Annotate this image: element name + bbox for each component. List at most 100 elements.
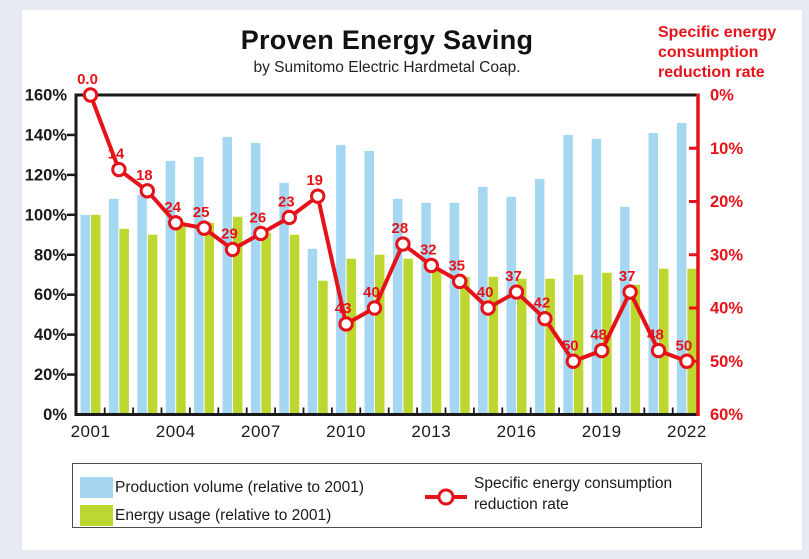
reduction-rate-value-label: 25: [193, 204, 210, 221]
energy-bar-2015: [488, 276, 499, 415]
chart-card: Proven Energy Saving by Sumitomo Electri…: [22, 10, 802, 550]
production-bar-2005: [194, 156, 204, 415]
energy-bar-2020: [630, 284, 641, 415]
reduction-rate-marker-2002: [111, 161, 127, 178]
reduction-rate-line: [88, 93, 689, 364]
reduction-rate-value-label: 40: [363, 284, 380, 301]
energy-bar-2009: [318, 280, 328, 415]
left-axis-label: 60%: [34, 286, 67, 304]
energy-bar-2018: [573, 274, 584, 415]
production-bar-2006: [222, 136, 232, 415]
production-bar-2019: [591, 138, 602, 415]
right-axis-title-line-1: Specific energy: [658, 24, 777, 41]
reduction-rate-marker-2010: [338, 316, 354, 332]
production-bar-2008: [279, 182, 289, 415]
reduction-rate-value-label: 32: [420, 241, 437, 258]
right-axis-title: Specific energy consumption reduction ra…: [658, 23, 808, 83]
energy-bar-2017: [545, 278, 555, 415]
energy-bar-2014: [460, 276, 470, 415]
right-axis-title-line-2: consumption: [658, 44, 759, 61]
x-axis-year-label: 2010: [326, 422, 366, 441]
energy-bar-2003: [147, 234, 158, 415]
production-bar-2001: [80, 214, 90, 415]
reduction-rate-marker-2018: [565, 353, 581, 369]
energy-bar-2013: [431, 268, 442, 415]
reduction-rate-marker-2006: [224, 241, 241, 258]
energy-saving-chart: 0% 20% 40% 60% 80% 100% 120% 140% 160% 0% 10% 20% 30…: [25, 71, 744, 441]
reduction-rate-value-label: 48: [647, 327, 664, 344]
reduction-rate-value-label: 40: [477, 284, 494, 301]
x-axis-year-label: 2007: [241, 422, 281, 441]
right-axis-title-line-3: reduction rate: [658, 64, 765, 81]
reduction-rate-value-label: 19: [306, 172, 323, 189]
legend-label-reduction-line-1: Specific energy consumption: [474, 475, 673, 492]
right-axis-label: 60%: [710, 406, 743, 424]
reduction-rate-marker-2020: [622, 284, 638, 300]
x-axis-year-label: 2001: [71, 422, 111, 441]
x-axis-year-label: 2013: [411, 422, 451, 441]
energy-swatch: [80, 505, 113, 526]
right-axis-label: 20%: [710, 193, 743, 211]
right-axis-label: 30%: [710, 246, 743, 264]
chart-subtitle: by Sumitomo Electric Hardmetal Coap.: [253, 59, 521, 76]
energy-bar-2008: [289, 234, 300, 415]
energy-bar-2001: [91, 214, 101, 415]
reduction-rate-marker-2008: [281, 209, 297, 226]
left-axis-label: 120%: [25, 166, 68, 184]
right-axis-label: 10%: [710, 140, 743, 158]
reduction-rate-value-label: 28: [392, 220, 409, 237]
reduction-rate-value-label: 37: [505, 268, 522, 285]
production-bar-2012: [392, 198, 403, 415]
reduction-rate-marker-2021: [650, 342, 667, 359]
left-axis-label: 160%: [25, 87, 68, 105]
x-axis-year-label: 2004: [156, 422, 196, 441]
reduction-rate-value-label: 29: [221, 225, 238, 242]
reduction-rate-value-label: 14: [108, 146, 125, 163]
reduction-rate-marker-2019: [594, 342, 610, 359]
production-bar-2016: [506, 196, 516, 415]
production-bar-2022: [676, 122, 687, 415]
reduction-rate-value-label: 42: [534, 295, 551, 312]
legend-label-energy: Energy usage (relative to 2001): [115, 507, 332, 524]
energy-bar-2016: [517, 278, 527, 415]
left-axis-label: 40%: [34, 326, 67, 344]
energy-bar-2002: [119, 228, 129, 415]
energy-bar-2021: [659, 268, 669, 415]
x-axis-year-label: 2019: [582, 422, 622, 441]
left-axis-label: 20%: [34, 366, 67, 384]
reduction-rate-marker-2007: [253, 225, 269, 242]
energy-bar-2011: [375, 254, 385, 415]
chart-title: Proven Energy Saving: [240, 25, 534, 55]
reduction-rate-marker-2015: [480, 300, 496, 316]
right-axis-label: 50%: [710, 353, 743, 371]
energy-bar-2010: [346, 258, 357, 415]
reduction-rate-marker-2013: [423, 257, 439, 274]
title-block: Proven Energy Saving by Sumitomo Electri…: [22, 25, 752, 77]
production-bar-2007: [250, 142, 261, 415]
x-axis-year-label: 2016: [497, 422, 537, 441]
reduction-rate-value-label: 48: [590, 327, 607, 344]
left-axis-label: 0%: [43, 406, 67, 424]
legend-label-reduction-line-2: reduction rate: [474, 495, 569, 513]
energy-bar-2005: [204, 222, 215, 415]
reduction-rate-marker-2009: [310, 188, 326, 204]
reduction-rate-marker-2003: [139, 183, 156, 199]
legend-label-production: Production volume (relative to 2001): [115, 479, 364, 496]
production-bar-2014: [449, 202, 460, 415]
production-bar-2002: [108, 198, 119, 415]
reduction-rate-marker-2001: [82, 87, 99, 103]
line-marker-icon: [425, 488, 467, 506]
energy-bar-2007: [261, 232, 271, 415]
left-axis-label: 140%: [25, 126, 68, 144]
reduction-rate-marker-2014: [452, 273, 468, 290]
production-bar-2021: [648, 132, 658, 415]
reduction-rate-value-label: 43: [335, 300, 352, 317]
production-bar-2020: [620, 206, 630, 415]
production-bar-2018: [563, 134, 573, 415]
reduction-rate-marker-2017: [537, 310, 553, 327]
legend: Production volume (relative to 2001) Ene…: [72, 463, 702, 528]
energy-bar-2006: [233, 216, 243, 415]
reduction-rate-marker-2016: [508, 284, 525, 300]
right-axis-label: 0%: [710, 87, 734, 105]
